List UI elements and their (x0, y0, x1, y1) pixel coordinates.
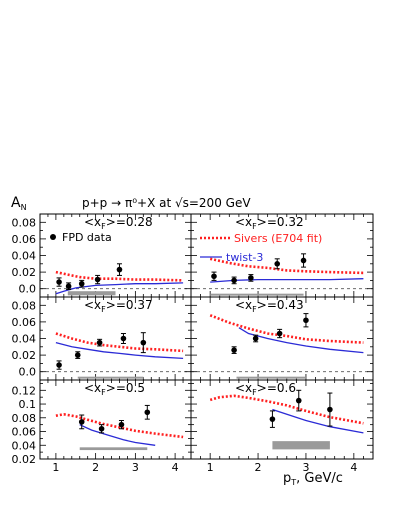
x-tick-label: 4 (172, 461, 179, 474)
twist3-curve (238, 327, 364, 354)
data-point (56, 362, 62, 368)
legend-fpd-label: FPD data (62, 231, 112, 244)
x-tick-label: 1 (52, 461, 59, 474)
x-tick-label: 2 (255, 461, 262, 474)
data-point (276, 330, 283, 337)
data-point (231, 277, 237, 284)
sivers-curve (209, 257, 364, 275)
data-point (269, 416, 276, 422)
y-tick-label: 0.02 (12, 266, 37, 279)
y-tick-label: 0.06 (12, 316, 37, 329)
data-point (231, 347, 237, 353)
data-point (118, 421, 125, 428)
data-point (248, 275, 254, 281)
x-tick-label: 3 (132, 461, 139, 474)
data-point (94, 276, 101, 283)
y-tick-label: 0.0 (19, 283, 37, 296)
data-point (303, 317, 309, 324)
panel-6: 1 2 3 4 <xF>=0.6 (190, 379, 374, 474)
x-tick-label: 1 (207, 461, 214, 474)
y-tick-label: 0.04 (12, 333, 37, 346)
sivers-curve (209, 394, 364, 425)
x-tick-label: 4 (350, 461, 357, 474)
systematic-band (77, 376, 144, 379)
data-point (98, 425, 105, 432)
data-point (96, 339, 103, 346)
data-point (140, 339, 147, 346)
panel-label: <xF>=0.5 (84, 381, 145, 397)
twist3-curve (79, 424, 156, 446)
data-point (300, 257, 307, 264)
x-tick-label: 3 (302, 461, 309, 474)
twist3-curve (55, 341, 184, 360)
data-point (252, 335, 259, 342)
systematic-band (79, 447, 148, 451)
sivers-curve (55, 332, 184, 353)
y-tick-label: 0.1 (19, 398, 37, 411)
y-tick-label: 0.08 (12, 412, 37, 425)
twist3-curve (272, 408, 364, 434)
y-tick-label: 0.12 (12, 384, 37, 397)
systematic-band (67, 291, 116, 296)
sivers-curve (55, 270, 184, 282)
systematic-band (236, 376, 306, 379)
y-tick-label: 0.0 (19, 366, 37, 379)
twist3-curve (55, 282, 184, 295)
data-point (144, 409, 151, 416)
data-point (211, 273, 217, 280)
data-point (120, 335, 127, 342)
x-tick-label: 2 (92, 461, 99, 474)
data-point (295, 397, 302, 404)
y-tick-label: 0.02 (12, 453, 37, 466)
panel-3: 0.0 0.02 0.04 0.06 0.08 <xF>=0.37 (12, 296, 192, 381)
legend-twist3-label: twist-3 (226, 251, 263, 264)
sivers-curve (209, 314, 364, 344)
data-point (327, 406, 333, 413)
y-tick-label: 0.04 (12, 439, 37, 452)
data-point (78, 280, 85, 287)
y-tick-label: 0.08 (12, 299, 37, 312)
sivers-curve (55, 412, 184, 439)
figure-title: p+p → π⁰+X at √s=200 GeV (82, 196, 251, 210)
panel-label: <xF>=0.37 (84, 298, 153, 314)
panel-label: <xF>=0.28 (84, 215, 153, 231)
panel-4: <xF>=0.43 (190, 296, 374, 381)
y-tick-label: 0.06 (12, 233, 37, 246)
data-point (78, 419, 85, 425)
x-axis-label: pT, GeV/c (283, 471, 343, 487)
data-point (65, 283, 72, 290)
y-tick-label: 0.06 (12, 426, 37, 439)
legend-fpd-marker (50, 234, 56, 240)
systematic-band (272, 441, 330, 450)
panel-label: <xF>=0.43 (235, 298, 304, 314)
legend-sivers-label: Sivers (E704 fit) (234, 232, 322, 245)
y-tick-label: 0.08 (12, 216, 37, 229)
panel-frame (190, 379, 374, 460)
y-tick-label: 0.02 (12, 349, 37, 362)
y-axis-label: AN (11, 195, 27, 212)
data-point (116, 266, 123, 273)
data-point (74, 352, 81, 358)
panel-label: <xF>=0.32 (235, 215, 304, 231)
data-point (274, 261, 281, 267)
panel-5: 0.020.040.060.080.10.12 1 2 3 4 <xF>=0.5 (12, 379, 192, 474)
panel-label: <xF>=0.6 (235, 381, 296, 397)
systematic-band (210, 293, 304, 296)
data-point (56, 279, 62, 285)
y-tick-label: 0.04 (12, 250, 37, 263)
